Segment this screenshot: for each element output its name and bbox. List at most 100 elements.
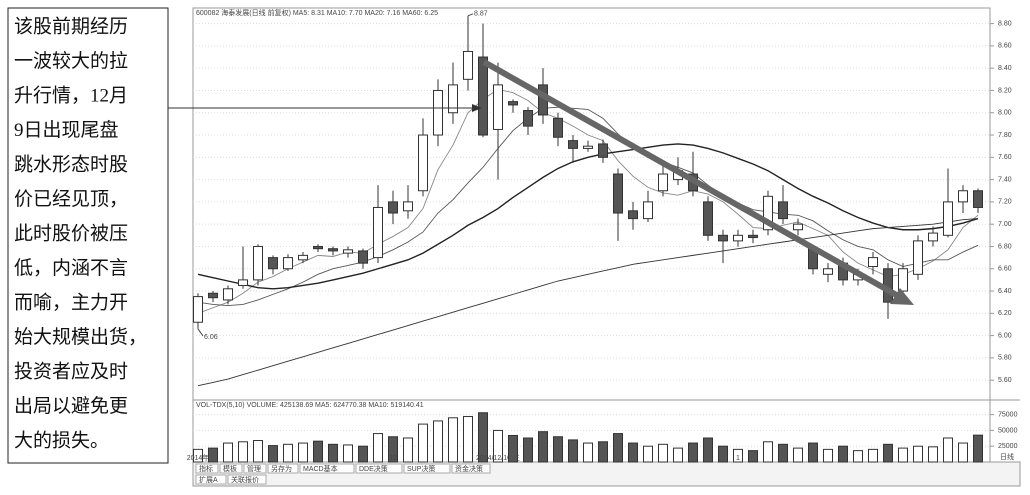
y2-tick-label: 25000 (998, 443, 1018, 450)
candle-body (763, 195, 773, 231)
tab-label: SUP决策 (407, 464, 435, 473)
note-line: 9日出现尾盘 (14, 119, 119, 141)
tab-label: 模板 (223, 464, 237, 473)
tab[interactable] (299, 463, 355, 474)
chart-title: 600082 海泰发展(日线 前复权) MA5: 8.31 MA10: 7.70… (196, 8, 438, 17)
volume-bar (283, 443, 293, 463)
candle-body (343, 249, 353, 254)
volume-bar (208, 447, 218, 463)
volume-bar (313, 440, 323, 463)
tab[interactable] (227, 474, 267, 485)
tab-label: DDE决策 (359, 464, 388, 473)
tab-label: MACD基本 (303, 464, 338, 473)
candle-body (388, 201, 398, 214)
candle-body (598, 143, 608, 158)
candle-body (613, 173, 623, 214)
tab[interactable] (355, 463, 403, 474)
volume-bar (643, 445, 653, 463)
note-line: 大的损失。 (14, 429, 109, 451)
tab[interactable] (267, 463, 299, 474)
candle-body (298, 254, 308, 261)
trend-line (482, 59, 902, 300)
volume-bar (223, 442, 233, 463)
note-line: 升行情，12月 (14, 84, 128, 106)
ma-line (197, 88, 979, 314)
x-tick-label: 12 (389, 455, 397, 462)
y-tick-label: 7.80 (998, 132, 1012, 139)
candle-body (718, 234, 728, 242)
candle-body (748, 234, 758, 239)
volume-bar (328, 443, 338, 463)
volume-bar (973, 434, 983, 463)
volume-bar (763, 441, 773, 463)
volume-bar (508, 434, 518, 463)
candle-body (433, 89, 443, 136)
volume-bar (493, 429, 503, 463)
min-label: 6.06 (204, 334, 218, 341)
candle-body (238, 279, 248, 286)
y-tick-label: 6.00 (998, 332, 1012, 339)
tab[interactable] (195, 463, 219, 474)
y-tick-label: 5.80 (998, 355, 1012, 362)
volume-bar (883, 443, 893, 463)
period-label: 日线 (1000, 452, 1014, 461)
volume-title: VOL-TDX(5,10) VOLUME: 425138.69 MA5: 624… (196, 402, 424, 409)
volume-bar (253, 440, 263, 463)
volume-bar (298, 442, 308, 463)
tab[interactable] (219, 463, 243, 474)
tab-label: 管理 (247, 464, 261, 473)
candle-body (403, 201, 413, 212)
tab[interactable] (403, 463, 451, 474)
candle-body (208, 292, 218, 299)
volume-bar (613, 433, 623, 463)
candle-body (823, 268, 833, 275)
volume-bar (673, 447, 683, 463)
y-tick-label: 6.40 (998, 288, 1012, 295)
candle-body (898, 268, 908, 292)
tab-label: 指标 (199, 464, 213, 473)
y-tick-label: 6.60 (998, 266, 1012, 273)
tab[interactable] (195, 474, 227, 485)
candle-body (628, 210, 638, 220)
candle-body (703, 201, 713, 236)
note-line: 价已经见顶， (14, 188, 128, 210)
candle-body (643, 201, 653, 220)
tab[interactable] (451, 463, 491, 474)
volume-bar (808, 442, 818, 463)
y-tick-label: 6.20 (998, 310, 1012, 317)
note-line: 低，内涵不言 (14, 257, 128, 279)
candle-body (553, 117, 563, 138)
candle-body (268, 257, 278, 270)
tab-label: 关联报价 (231, 475, 259, 484)
note-line: 此时股价被压 (14, 222, 128, 244)
volume-bar (718, 445, 728, 463)
volume-bar (403, 437, 413, 463)
candle-body (223, 288, 233, 301)
ma-line (197, 218, 979, 387)
volume-bar (418, 423, 428, 463)
note-line: 出局以避免更 (14, 395, 128, 417)
candle-body (943, 201, 953, 236)
max-pointer (467, 13, 474, 17)
volume-bar (658, 443, 668, 463)
volume-bar (733, 448, 743, 463)
min-pointer (197, 328, 204, 337)
candle-body (568, 140, 578, 149)
price-frame (192, 7, 991, 463)
tab[interactable] (243, 463, 267, 474)
pointer-head (472, 104, 482, 112)
y-tick-label: 7.40 (998, 176, 1012, 183)
volume-bar (688, 442, 698, 463)
candle-body (193, 296, 203, 323)
candle-body (448, 84, 458, 114)
volume-bar (268, 445, 278, 463)
volume-bar (823, 448, 833, 463)
volume-bar (793, 447, 803, 463)
note-line: 始大规模出货， (14, 326, 147, 348)
candle-body (418, 134, 428, 192)
volume-bar (898, 447, 908, 463)
y-tick-label: 7.00 (998, 221, 1012, 228)
x-tick-label: 1 (736, 455, 740, 462)
